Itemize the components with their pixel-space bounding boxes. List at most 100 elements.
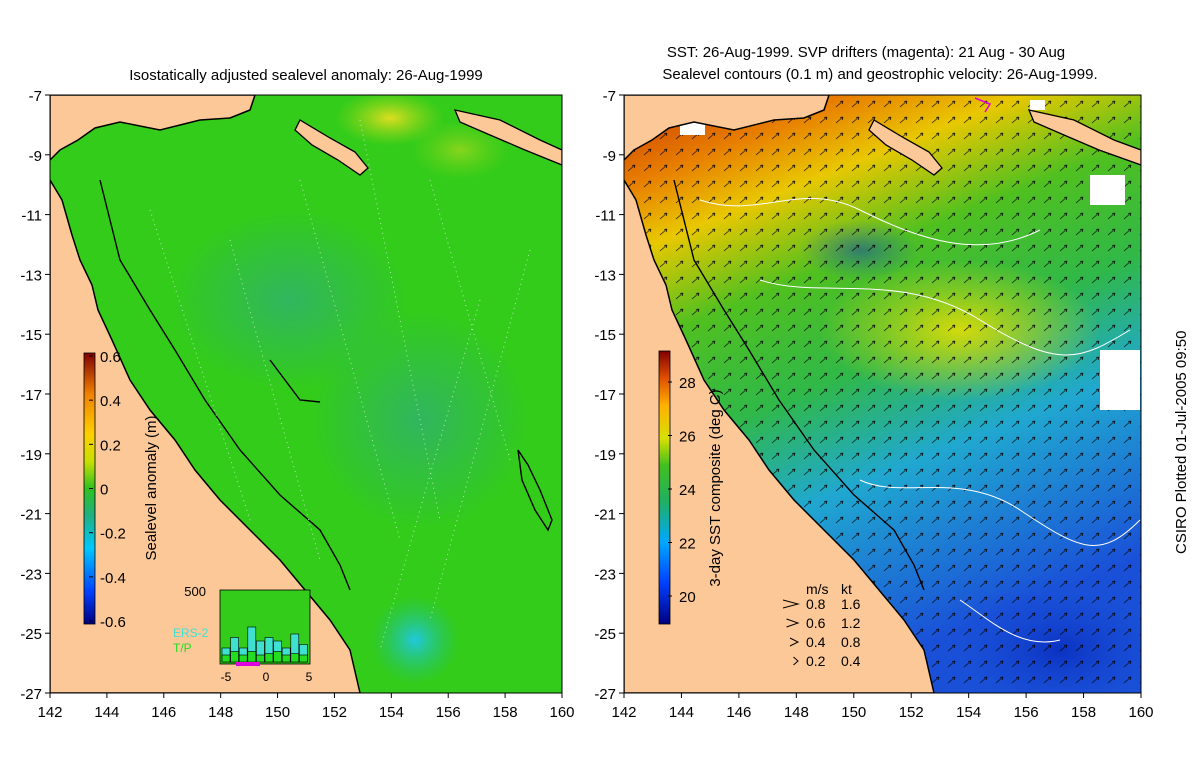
left-lat-axis: -7 -9 -11 -13 -15 -17 -19 -21 -23 -25 -27 — [20, 88, 50, 703]
velocity-legend-kt: 0.8 — [841, 634, 861, 650]
inset-xtick-minus5: -5 — [221, 670, 232, 684]
right-lat-tick-label: -23 — [594, 566, 616, 583]
inset-xtick-0: 0 — [263, 670, 270, 684]
left-lat-tick-label: -15 — [20, 327, 42, 344]
left-lon-axis: 142 144 146 148 150 152 154 156 158 160 — [37, 693, 575, 721]
velocity-legend-ms: 0.4 — [806, 634, 826, 650]
sla-colorbar-tick-label: -0.4 — [100, 570, 126, 587]
left-lat-tick-label: -7 — [29, 88, 42, 105]
inset-bar-tp — [256, 654, 265, 663]
right-lon-tick-label: 156 — [1014, 704, 1039, 721]
velocity-legend-header-ms: m/s — [806, 581, 829, 597]
sst-colorbar-tick-label: 20 — [679, 589, 696, 606]
left-lat-tick-label: -11 — [21, 208, 42, 225]
left-lon-tick-label: 148 — [208, 704, 233, 721]
sla-colorbar-tick-label: 0 — [100, 482, 108, 499]
shelf-edge-line-right — [673, 179, 925, 591]
inset-bar-tp — [221, 654, 231, 663]
right-lon-tick-label: 152 — [899, 704, 924, 721]
inset-bar-tp — [299, 654, 308, 663]
right-lon-tick-label: 148 — [784, 704, 809, 721]
inset-legend-ers2: ERS-2 — [173, 626, 209, 640]
right-lat-tick-label: -21 — [594, 507, 616, 524]
right-lat-tick-label: -17 — [594, 387, 616, 404]
inset-bar-tp — [230, 651, 239, 663]
left-lon-tick-label: 160 — [549, 704, 574, 721]
right-lon-tick-label: 144 — [669, 704, 694, 721]
left-lon-tick-label: 142 — [37, 704, 62, 721]
left-lat-tick-label: -19 — [20, 447, 42, 464]
velocity-legend-arrow — [793, 656, 799, 666]
right-panel-title-line1: SST: 26-Aug-1999. SVP drifters (magenta)… — [667, 44, 1065, 61]
track-inset-histogram: 500 ERS-2 T/P -5 0 5 — [173, 584, 313, 684]
inset-bar-tp — [290, 653, 300, 663]
inset-bar-tp — [247, 651, 257, 663]
left-lat-tick-label: -21 — [20, 507, 42, 524]
velocity-legend-kt: 0.4 — [841, 653, 861, 669]
right-lon-tick-label: 160 — [1128, 704, 1153, 721]
sst-colorbar-tick-label: 28 — [679, 375, 696, 392]
sla-colorbar-label: Sealevel anomaly (m) — [143, 415, 160, 560]
right-lat-tick-label: -13 — [594, 267, 616, 284]
inset-bar-tp — [281, 654, 291, 663]
islands-land — [294, 119, 369, 176]
right-lat-tick-label: -9 — [603, 148, 616, 165]
left-map-panel: Isostatically adjusted sealevel anomaly:… — [20, 67, 574, 721]
sla-colorbar-tick-label: -0.2 — [100, 526, 126, 543]
right-lat-tick-label: -27 — [594, 686, 616, 703]
png-land-right — [624, 95, 830, 162]
sla-colorbar-tick-label: 0.4 — [100, 393, 121, 410]
sealevel-contours — [699, 197, 1141, 643]
satellite-tracks — [149, 119, 531, 651]
sst-colorbar-tick-label: 24 — [679, 482, 696, 499]
png-land — [50, 95, 256, 162]
inset-date-marker — [236, 662, 260, 666]
right-lon-tick-label: 146 — [726, 704, 751, 721]
right-lon-tick-label: 150 — [841, 704, 866, 721]
solomon-land-right — [1027, 109, 1141, 166]
sla-high-patch-2 — [410, 120, 510, 180]
left-lon-tick-label: 144 — [94, 704, 119, 721]
left-lon-tick-label: 158 — [493, 704, 518, 721]
right-lon-tick-label: 154 — [956, 704, 981, 721]
cloud-mask-patches — [680, 100, 1140, 410]
shelf-edge-line — [99, 179, 351, 591]
left-lat-tick-label: -27 — [20, 686, 42, 703]
sst-colorbar: 28 26 24 22 20 3-day SST composite (deg C) — [658, 350, 724, 625]
left-lon-tick-label: 154 — [379, 704, 404, 721]
australia-land-right — [624, 178, 935, 693]
solomon-land — [453, 109, 562, 166]
credit-text: CSIRO Plotted 01-Jul-2005 09:50 — [1173, 331, 1190, 554]
velocity-legend-kt: 1.2 — [841, 615, 861, 631]
inset-ymax-label: 500 — [184, 584, 206, 599]
left-lat-tick-label: -23 — [20, 566, 42, 583]
reef-outline-2 — [269, 359, 321, 403]
left-lon-tick-label: 152 — [322, 704, 347, 721]
left-lon-tick-label: 156 — [436, 704, 461, 721]
right-map-area — [624, 95, 1141, 693]
velocity-legend: m/s kt 0.8 1.6 0.6 1.2 0.4 0.8 0.2 0.4 — [782, 581, 861, 669]
left-lon-tick-label: 146 — [151, 704, 176, 721]
right-lat-tick-label: -11 — [595, 208, 616, 225]
sla-colorbar: 0.6 0.4 0.2 0 -0.2 -0.4 -0.6 Sealevel anomaly … — [83, 349, 160, 631]
velocity-legend-ms: 0.2 — [806, 653, 826, 669]
inset-xtick-5: 5 — [306, 670, 313, 684]
left-lat-tick-label: -17 — [20, 387, 42, 404]
left-panel-title: Isostatically adjusted sealevel anomaly:… — [129, 67, 483, 84]
australia-land — [50, 178, 361, 693]
sst-colorbar-tick-label: 22 — [679, 536, 696, 553]
sla-colorbar-tick-label: 0.2 — [100, 437, 121, 454]
left-lat-tick-label: -13 — [20, 267, 42, 284]
right-lat-axis: -7 -9 -11 -13 -15 -17 -19 -21 -23 -25 -27 — [594, 88, 624, 703]
svp-drifter-track — [974, 97, 992, 113]
velocity-legend-header-kt: kt — [841, 581, 852, 597]
sst-colorbar-tick-label: 26 — [679, 429, 696, 446]
velocity-legend-arrow — [789, 637, 800, 647]
velocity-legend-ms: 0.6 — [806, 615, 826, 631]
sla-colorbar-tick-label: -0.6 — [100, 614, 126, 631]
right-lon-tick-label: 158 — [1071, 704, 1096, 721]
inset-bar-tp — [273, 651, 282, 663]
right-lat-tick-label: -7 — [603, 88, 616, 105]
sla-colorbar-tick-label: 0.6 — [100, 349, 121, 366]
